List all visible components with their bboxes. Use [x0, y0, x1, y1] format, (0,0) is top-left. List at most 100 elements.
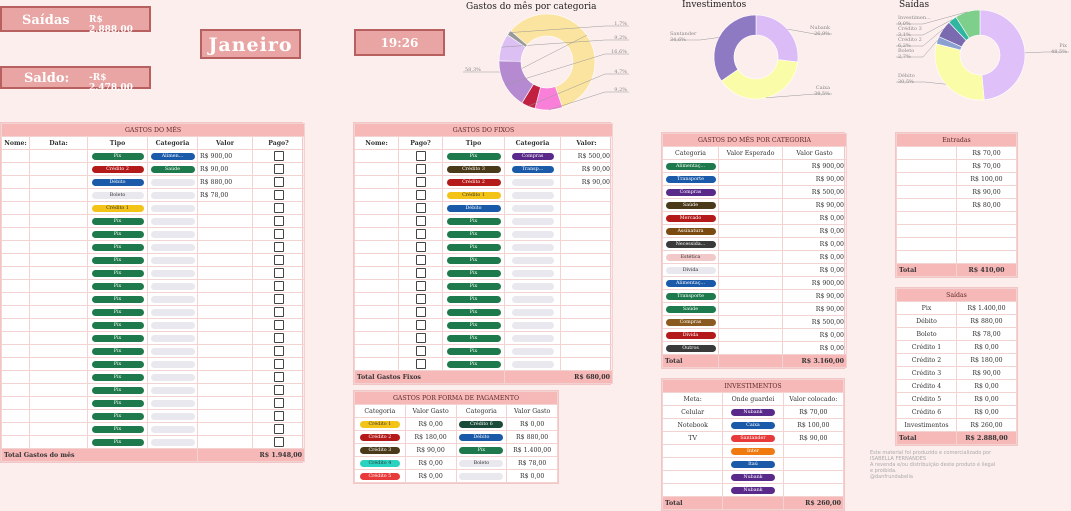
value-cell[interactable]	[560, 266, 613, 280]
name-cell[interactable]	[1, 305, 30, 319]
category-pill[interactable]	[511, 347, 554, 355]
date-cell[interactable]	[29, 396, 88, 410]
category-cell[interactable]	[504, 227, 561, 241]
paid-checkbox[interactable]	[273, 320, 284, 330]
value-cell[interactable]	[197, 435, 253, 449]
paid-cell[interactable]	[251, 305, 306, 319]
goal-cell[interactable]	[661, 444, 724, 458]
date-cell[interactable]	[29, 409, 88, 423]
category-cell[interactable]	[504, 253, 561, 267]
bank-cell[interactable]: Nubank	[722, 483, 784, 497]
type-pill[interactable]: Pix	[91, 321, 144, 329]
category-pill[interactable]	[511, 269, 554, 277]
category-cell[interactable]	[504, 240, 561, 254]
date-cell[interactable]	[29, 292, 88, 306]
category-cell[interactable]	[504, 292, 561, 306]
category-cell[interactable]	[147, 383, 198, 397]
category-pill[interactable]: Compras	[665, 188, 716, 196]
name-cell[interactable]	[1, 370, 30, 384]
type-pill[interactable]: Pix	[91, 334, 144, 342]
category-pill[interactable]: Compras	[511, 152, 554, 160]
type-pill[interactable]: Pix	[91, 399, 144, 407]
name-cell[interactable]	[354, 149, 399, 163]
category-cell[interactable]	[147, 435, 198, 449]
category-cell[interactable]	[147, 175, 198, 189]
paid-checkbox[interactable]	[415, 281, 426, 291]
type-cell[interactable]: Crédito 3	[442, 162, 505, 176]
bank-cell[interactable]: Itaú	[722, 457, 784, 471]
category-cell[interactable]: Alimentaç...	[662, 276, 719, 290]
category-cell[interactable]	[147, 214, 198, 228]
method-pill[interactable]: Débito	[459, 433, 504, 441]
expected-cell[interactable]	[718, 211, 783, 225]
category-pill[interactable]	[511, 295, 554, 303]
paid-cell[interactable]	[251, 149, 306, 163]
category-pill[interactable]	[150, 295, 195, 303]
paid-cell[interactable]	[251, 344, 306, 358]
name-cell[interactable]	[1, 279, 30, 293]
category-pill[interactable]	[150, 347, 195, 355]
type-pill[interactable]: Débito	[91, 178, 144, 186]
value-cell[interactable]	[197, 370, 253, 384]
date-cell[interactable]	[29, 227, 88, 241]
type-cell[interactable]: Pix	[442, 227, 505, 241]
date-cell[interactable]	[29, 201, 88, 215]
value-cell[interactable]	[560, 331, 613, 345]
type-pill[interactable]: Pix	[91, 438, 144, 446]
category-pill[interactable]	[511, 360, 554, 368]
name-cell[interactable]	[354, 357, 399, 371]
paid-checkbox[interactable]	[273, 346, 284, 356]
expected-cell[interactable]	[718, 250, 783, 264]
value-cell[interactable]	[197, 292, 253, 306]
category-cell[interactable]	[147, 227, 198, 241]
type-cell[interactable]: Pix	[87, 240, 148, 254]
name-cell[interactable]	[1, 188, 30, 202]
expected-cell[interactable]	[718, 159, 783, 173]
category-cell[interactable]	[504, 357, 561, 371]
goal-cell[interactable]	[661, 470, 724, 484]
category-cell[interactable]: Alimen...	[147, 149, 198, 163]
paid-checkbox[interactable]	[415, 164, 426, 174]
name-cell[interactable]	[1, 396, 30, 410]
value-cell[interactable]: R$ 90,00	[782, 431, 845, 445]
category-cell[interactable]: Saúde	[662, 302, 719, 316]
paid-checkbox[interactable]	[415, 177, 426, 187]
paid-cell[interactable]	[251, 409, 306, 423]
type-pill[interactable]: Pix	[91, 295, 144, 303]
type-cell[interactable]: Pix	[87, 370, 148, 384]
type-cell[interactable]: Pix	[442, 344, 505, 358]
label-cell[interactable]	[896, 250, 957, 264]
paid-checkbox[interactable]	[415, 294, 426, 304]
category-pill[interactable]: Mercado	[665, 214, 716, 222]
name-cell[interactable]	[1, 383, 30, 397]
date-cell[interactable]	[29, 383, 88, 397]
bank-pill[interactable]: Nubank	[730, 473, 775, 481]
name-cell[interactable]	[1, 318, 30, 332]
date-cell[interactable]	[29, 188, 88, 202]
value-cell[interactable]	[197, 214, 253, 228]
paid-cell[interactable]	[251, 227, 306, 241]
expected-cell[interactable]	[718, 237, 783, 251]
category-pill[interactable]	[511, 217, 554, 225]
category-pill[interactable]	[150, 204, 195, 212]
type-pill[interactable]: Pix	[91, 347, 144, 355]
paid-checkbox[interactable]	[273, 242, 284, 252]
paid-checkbox[interactable]	[273, 307, 284, 317]
type-cell[interactable]: Pix	[87, 422, 148, 436]
category-pill[interactable]	[511, 321, 554, 329]
name-cell[interactable]	[354, 279, 399, 293]
category-cell[interactable]	[504, 305, 561, 319]
category-cell[interactable]: Dívida	[662, 263, 719, 277]
paid-checkbox[interactable]	[273, 203, 284, 213]
expected-cell[interactable]	[718, 185, 783, 199]
category-pill[interactable]: Dívida	[665, 266, 716, 274]
paid-cell[interactable]	[251, 422, 306, 436]
category-pill[interactable]	[150, 425, 195, 433]
name-cell[interactable]	[354, 201, 399, 215]
name-cell[interactable]	[354, 318, 399, 332]
category-cell[interactable]: Necessida...	[662, 237, 719, 251]
category-pill[interactable]: Alimentaç...	[665, 279, 716, 287]
name-cell[interactable]	[1, 409, 30, 423]
paid-cell[interactable]	[398, 214, 443, 228]
category-cell[interactable]: Assinatura	[662, 224, 719, 238]
